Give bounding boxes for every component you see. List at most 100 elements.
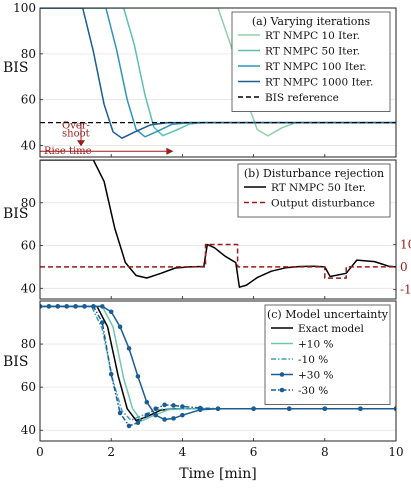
legend-entry: RT NMPC 100 Iter. (265, 61, 367, 73)
series-marker (117, 324, 123, 330)
series-marker (73, 304, 78, 309)
legend-title: (b) Disturbance rejection (244, 167, 384, 180)
series-marker (180, 404, 185, 409)
legend-title: (c) Model uncertainty (267, 308, 389, 321)
series-group (40, 160, 396, 288)
series-line (40, 305, 396, 422)
series-marker (171, 403, 176, 408)
series-marker (358, 406, 363, 411)
series-marker (197, 405, 203, 411)
series-marker (100, 320, 105, 325)
series-group (40, 304, 396, 429)
y-tick-label: 60 (21, 239, 36, 253)
series-marker (286, 406, 292, 411)
series-marker (108, 309, 114, 315)
y2-tick-label: 10 (400, 237, 411, 251)
y-tick-label: 60 (21, 93, 36, 107)
series-marker (117, 410, 123, 416)
series-marker (126, 423, 132, 429)
series-line (40, 8, 396, 137)
y-axis-label: BIS (3, 60, 28, 76)
series-marker (180, 412, 185, 418)
legend-entry: RT NMPC 10 Iter. (265, 30, 360, 42)
legend-entry: RT NMPC 1000 Iter. (265, 77, 373, 89)
series-marker (322, 406, 328, 411)
y-tick-label: 40 (21, 281, 36, 295)
x-tick-label: 8 (321, 445, 329, 459)
legend-box (237, 163, 391, 218)
legend-entry: Exact model (298, 323, 364, 335)
y-axis-label: BIS (3, 206, 28, 222)
axes-frame (39, 7, 397, 158)
legend-entry: +10 % (298, 339, 333, 351)
legend-entry: -30 % (298, 385, 328, 397)
x-tick-label: 0 (36, 445, 44, 459)
series-marker (55, 304, 61, 309)
series-marker (251, 406, 256, 411)
panel-a: 40 60 80 100 BIS Over-shoot Rise time (a) Varyi… (3, 1, 397, 158)
series-line (40, 8, 396, 138)
overshoot-label: shoot (62, 128, 90, 139)
legend-entry: BIS reference (265, 92, 339, 104)
legend-entry: RT NMPC 50 Iter. (265, 46, 360, 58)
series-marker (108, 371, 114, 377)
rise-time-arrow-head (166, 147, 174, 155)
series-marker (162, 417, 167, 422)
y-tick-label: 100 (13, 1, 36, 15)
series-marker (162, 402, 167, 408)
x-tick-label: 10 (388, 445, 403, 459)
y-tick-label: 40 (21, 423, 36, 437)
y-tick-label: 80 (21, 337, 36, 351)
overshoot-arrow-head (77, 140, 85, 147)
x-axis-label: Time [min] (179, 466, 257, 482)
axes-frame (39, 300, 397, 442)
series-marker (153, 406, 158, 411)
axes-frame (39, 159, 397, 300)
legend-entry: +30 % (298, 370, 333, 382)
series-marker (144, 399, 150, 405)
panel-c: 40 60 80 0 2 4 6 8 10 BIS Time [min] (c) Model unce… (3, 300, 404, 482)
y2-tick-label: -10 (400, 282, 411, 296)
y-axis-label: BIS (3, 354, 28, 370)
series-marker (91, 304, 96, 309)
overshoot-label: Over- (62, 120, 90, 131)
legend-entry: -10 % (298, 354, 328, 366)
series-marker (82, 304, 87, 309)
legend-entry: Output disturbance (271, 198, 375, 210)
legend-box (264, 304, 391, 405)
legend-entry: RT NMPC 50 Iter. (271, 182, 366, 194)
legend-marker (279, 387, 285, 393)
series-group (40, 8, 396, 139)
series-line (40, 243, 396, 279)
series-marker (135, 420, 141, 425)
series-marker (393, 406, 396, 411)
x-tick-label: 4 (179, 445, 187, 459)
rise-time-label: Rise time (44, 146, 92, 157)
legend-title: (a) Varying iterations (252, 15, 371, 28)
x-tick-label: 6 (250, 445, 258, 459)
series-marker (40, 304, 43, 309)
y-tick-label: 80 (21, 47, 36, 61)
series-marker (46, 304, 52, 309)
series-line (40, 305, 396, 421)
x-tick-label: 2 (107, 445, 115, 459)
series-marker (144, 412, 150, 418)
legend-box (231, 11, 391, 112)
series-marker (100, 304, 105, 309)
series-marker (153, 412, 158, 418)
y-tick-label: 60 (21, 380, 36, 394)
series-marker (171, 416, 176, 421)
series-marker (215, 406, 221, 411)
y-tick-label: 40 (21, 139, 36, 153)
series-line (40, 8, 396, 139)
series-line (40, 160, 396, 288)
series-marker (126, 346, 132, 351)
y-tick-label: 80 (21, 196, 36, 210)
series-marker (64, 304, 69, 309)
y2-tick-label: 0 (400, 260, 408, 274)
series-marker (135, 374, 141, 379)
legend-marker (279, 372, 285, 377)
